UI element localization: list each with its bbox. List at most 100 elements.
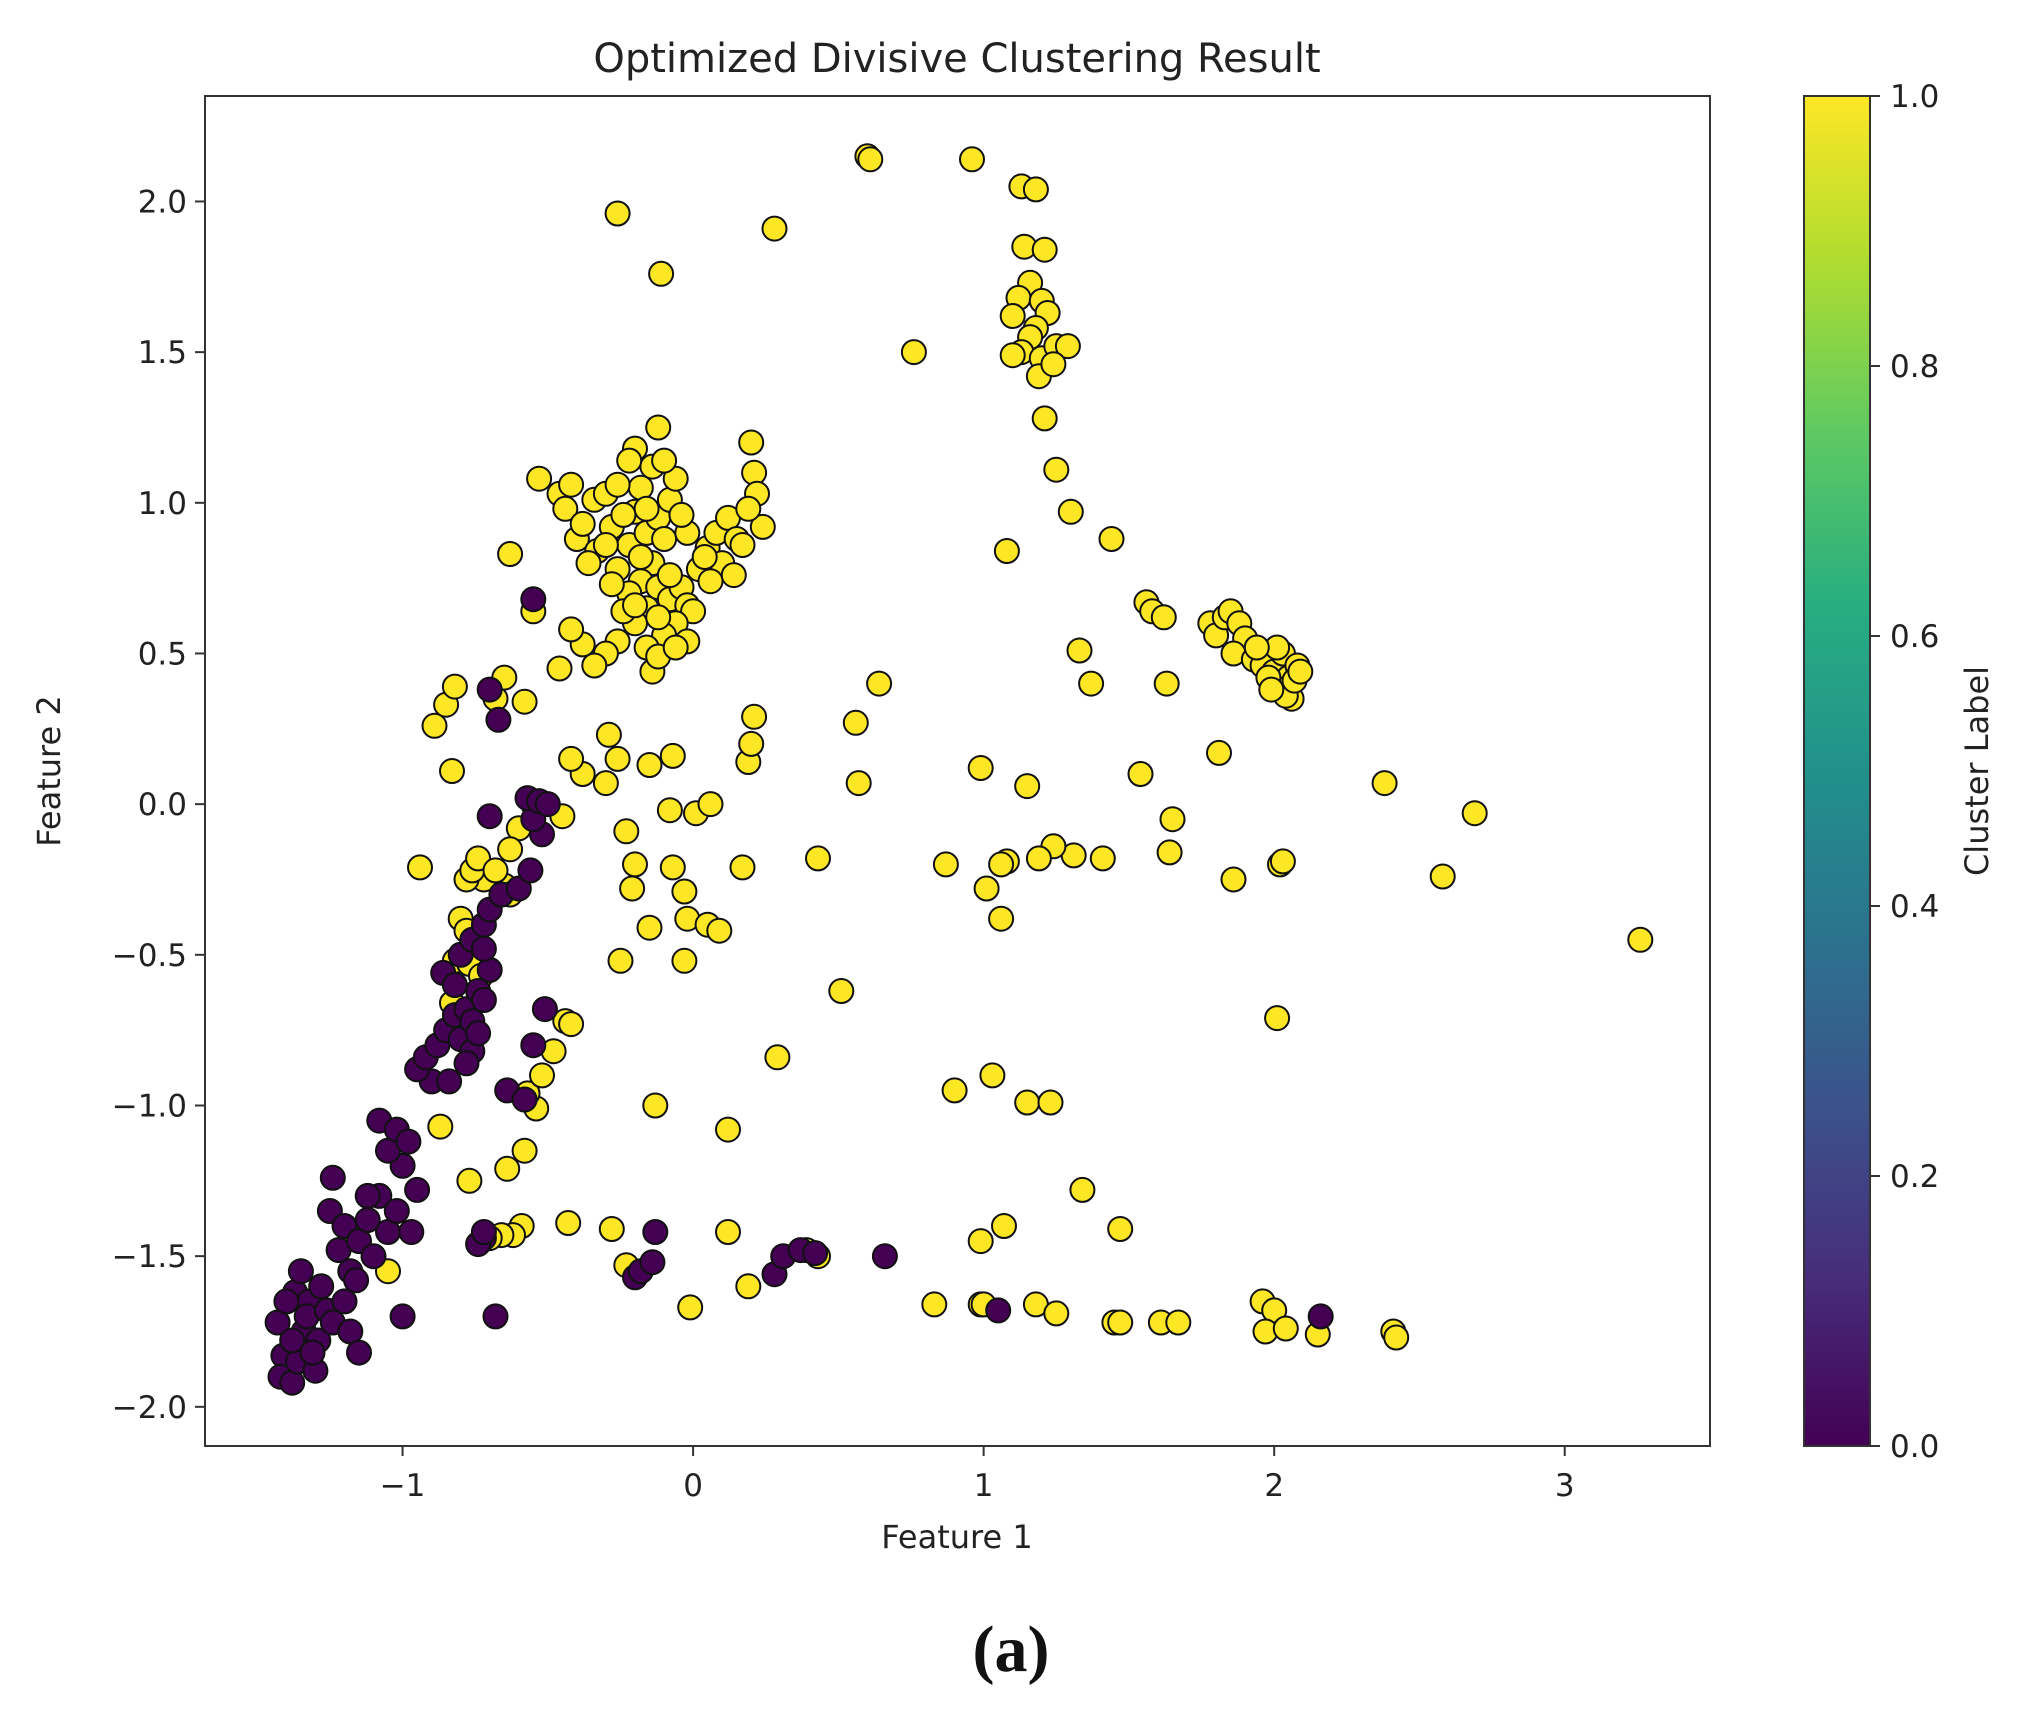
scatter-point bbox=[546, 655, 573, 682]
scatter-point bbox=[729, 532, 756, 558]
scatter-point bbox=[497, 541, 524, 567]
scatter-point bbox=[1043, 456, 1070, 483]
scatter-point bbox=[1078, 670, 1105, 697]
scatter-point bbox=[1287, 658, 1314, 685]
scatter-point bbox=[404, 1176, 431, 1203]
scatter-point bbox=[697, 791, 724, 818]
scatter-point bbox=[1264, 1005, 1291, 1032]
y-tick-label: −0.5 bbox=[112, 938, 187, 974]
scatter-point bbox=[299, 1339, 326, 1366]
scatter-point bbox=[1156, 839, 1183, 866]
scatter-point bbox=[715, 1116, 741, 1143]
scatter-point bbox=[627, 544, 654, 570]
scatter-point bbox=[871, 1243, 898, 1270]
scatter-point bbox=[456, 1167, 483, 1194]
scatter-point bbox=[645, 414, 672, 441]
scatter-point bbox=[1043, 1300, 1070, 1327]
x-tick-label: −1 bbox=[380, 1468, 426, 1504]
x-tick-label: 0 bbox=[683, 1468, 703, 1504]
scatter-point bbox=[636, 752, 663, 778]
scatter-point bbox=[558, 745, 585, 772]
scatter-point bbox=[555, 1210, 582, 1236]
scatter-point bbox=[1054, 333, 1081, 360]
scatter-point bbox=[604, 200, 631, 227]
y-tick-label: 0.5 bbox=[138, 636, 187, 672]
figure-caption: (a) bbox=[972, 1613, 1050, 1686]
scatter-point bbox=[360, 1243, 387, 1270]
scatter-point bbox=[697, 568, 724, 595]
scatter-point bbox=[552, 495, 579, 522]
scatter-point bbox=[741, 459, 768, 486]
scatter-point bbox=[671, 947, 698, 974]
scatter-point bbox=[857, 146, 884, 173]
scatter-point bbox=[619, 875, 646, 902]
scatter-point bbox=[1627, 926, 1654, 953]
scatter-point bbox=[691, 544, 718, 570]
scatter-point bbox=[439, 758, 465, 784]
colorbar-tick-label: 0.2 bbox=[1890, 1159, 1939, 1195]
scatter-point bbox=[319, 1164, 346, 1191]
x-tick-label: 2 bbox=[1264, 1468, 1284, 1504]
scatter-point bbox=[1022, 176, 1049, 203]
scatter-point bbox=[659, 854, 686, 881]
scatter-point bbox=[706, 917, 733, 944]
scatter-point bbox=[511, 1086, 538, 1113]
scatter-point bbox=[534, 791, 561, 818]
scatter-point bbox=[761, 215, 788, 242]
scatter-point bbox=[1127, 761, 1154, 787]
scatter-point bbox=[575, 550, 602, 577]
scatter-point bbox=[470, 1219, 497, 1245]
scatter-point bbox=[558, 616, 585, 643]
scatter-point bbox=[993, 538, 1020, 564]
scatter-point bbox=[482, 1303, 509, 1330]
scatter-point bbox=[331, 1288, 358, 1315]
scatter-point bbox=[735, 1273, 762, 1300]
scatter-point bbox=[1153, 670, 1180, 697]
scatter-point bbox=[354, 1182, 381, 1209]
scatter-point bbox=[636, 914, 663, 941]
scatter-point bbox=[1272, 1315, 1299, 1342]
scatter-point bbox=[764, 1044, 791, 1071]
scatter-point bbox=[1089, 845, 1116, 872]
scatter-point bbox=[645, 604, 672, 631]
scatter-point bbox=[389, 1303, 416, 1330]
scatter-point bbox=[941, 1077, 968, 1104]
scatter-point bbox=[427, 1113, 454, 1140]
scatter-point bbox=[441, 673, 468, 700]
scatter-point bbox=[802, 1240, 829, 1267]
scatter-point bbox=[1037, 1089, 1064, 1116]
x-axis-label: Feature 1 bbox=[881, 1518, 1032, 1556]
scatter-point bbox=[1031, 236, 1058, 263]
y-tick-label: 2.0 bbox=[138, 184, 187, 220]
scatter-point bbox=[1014, 1089, 1041, 1116]
scatter-point bbox=[616, 447, 643, 474]
scatter-point bbox=[1206, 739, 1232, 766]
scatter-point bbox=[999, 342, 1026, 369]
scatter-point bbox=[633, 495, 660, 522]
scatter-point bbox=[1031, 405, 1058, 432]
colorbar-label: Cluster Label bbox=[1958, 666, 1996, 876]
colorbar bbox=[1803, 95, 1871, 1447]
scatter-point bbox=[343, 1267, 370, 1294]
colorbar-tick-label: 0.4 bbox=[1890, 889, 1939, 925]
scatter-point bbox=[639, 1249, 666, 1276]
scatter-point bbox=[595, 721, 622, 748]
scatter-point bbox=[735, 495, 762, 522]
plot-area-frame bbox=[204, 95, 1711, 1447]
scatter-point bbox=[671, 878, 698, 905]
scatter-point bbox=[592, 532, 619, 558]
scatter-point bbox=[613, 818, 640, 845]
scatter-point bbox=[598, 1216, 625, 1242]
scatter-point bbox=[1307, 1303, 1334, 1330]
scatter-point bbox=[656, 797, 683, 824]
scatter-point bbox=[436, 1068, 463, 1095]
scatter-point bbox=[453, 1050, 480, 1077]
scatter-point bbox=[1107, 1216, 1134, 1242]
scatter-point bbox=[959, 146, 985, 173]
y-axis-ticks: −2.0 −1.5 −1.0 −0.5 0.0 0.5 1.0 1.5 2.0 bbox=[112, 184, 205, 1426]
scatter-point bbox=[441, 972, 468, 998]
scatter-point bbox=[1220, 866, 1247, 893]
scatter-point bbox=[828, 978, 855, 1004]
